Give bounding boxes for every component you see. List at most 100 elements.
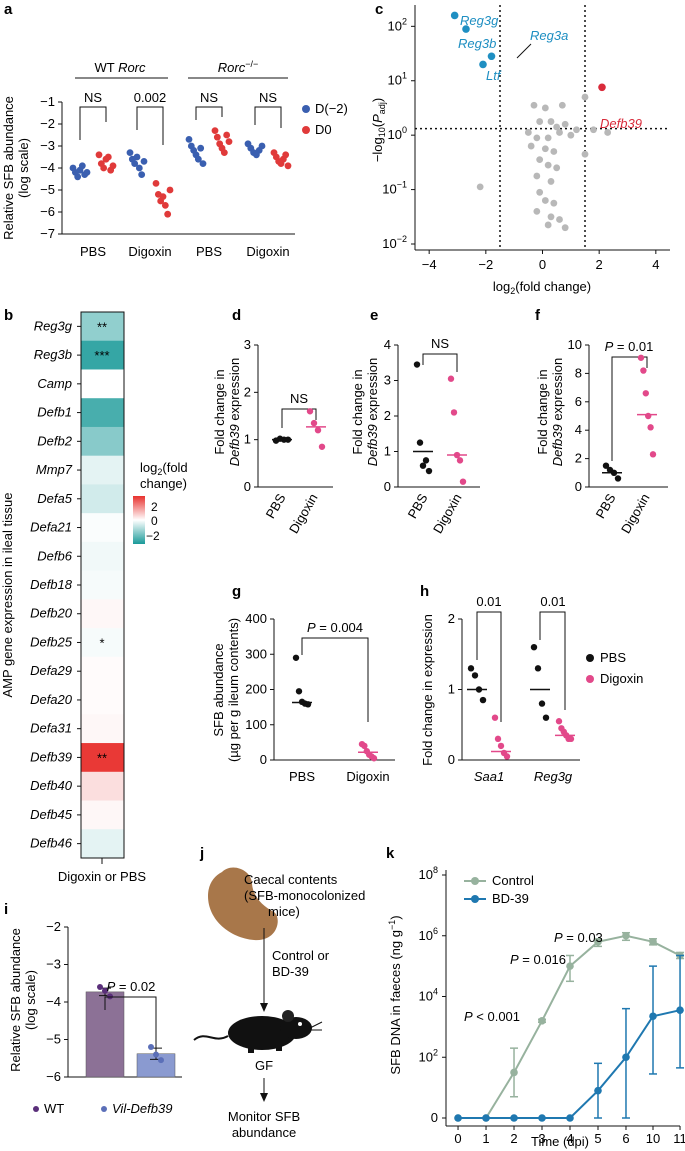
a-y-label-2: (log scale) bbox=[16, 138, 31, 198]
j-step1-line1: Caecal contents bbox=[244, 872, 338, 887]
a-sig-1: NS bbox=[84, 90, 102, 105]
h-y-tick-label: 1 bbox=[448, 682, 455, 697]
h-point bbox=[471, 672, 479, 679]
panel-k: 108 106 104 102 0 0 1 2 3 4 5 6 10 11 Time (dpi) SFB… bbox=[387, 865, 685, 1149]
k-x-ticks: 0 1 2 3 4 5 6 10 11 bbox=[454, 1126, 685, 1146]
a-legend-marker-2 bbox=[302, 126, 310, 134]
k-y-ticks: 108 106 104 102 0 bbox=[419, 865, 446, 1125]
k-x-label: Time (dpi) bbox=[531, 1134, 589, 1149]
h-point bbox=[567, 735, 575, 743]
k-y-label: SFB DNA in faeces (ng g−1) bbox=[387, 915, 403, 1074]
e-point bbox=[450, 409, 458, 416]
a-sig-4: NS bbox=[259, 90, 277, 105]
c-point bbox=[573, 126, 580, 134]
c-y-tick-label: 100 bbox=[388, 125, 407, 142]
a-point-d0 bbox=[152, 180, 160, 187]
e-y-tick-label: 4 bbox=[384, 337, 391, 352]
a-point-d-2 bbox=[258, 142, 266, 150]
h-y-tick-label: 2 bbox=[448, 611, 455, 626]
c-point bbox=[533, 134, 541, 142]
i-point bbox=[153, 1051, 159, 1058]
i-legend-marker-2 bbox=[101, 1106, 107, 1112]
c-point bbox=[476, 183, 484, 191]
e-y-tick-label: 3 bbox=[384, 373, 391, 388]
c-points bbox=[450, 11, 612, 232]
c-point bbox=[590, 126, 597, 134]
b-heat-cell-camp bbox=[81, 369, 124, 399]
k-legend-2: BD-39 bbox=[492, 891, 529, 906]
b-heat-cell-reg3g bbox=[81, 312, 124, 342]
a-sig-2: 0.002 bbox=[134, 90, 167, 105]
i-y-ticks: −2 −3 −4 −5 −6 bbox=[46, 919, 68, 1084]
a-point-d0 bbox=[100, 164, 108, 172]
g-x-tick-1: PBS bbox=[289, 769, 315, 784]
h-point bbox=[467, 665, 475, 672]
h-x-tick-1: Saa1 bbox=[474, 769, 504, 784]
b-row-label: Defa21 bbox=[30, 520, 72, 535]
c-y-tick-label: 101 bbox=[388, 71, 407, 88]
b-heat-cell-defa20 bbox=[81, 685, 124, 715]
a-point-d-2 bbox=[138, 171, 146, 179]
k-x-tick-label: 11 bbox=[673, 1131, 685, 1146]
panel-g: 400 300 200 100 0 SFB abundance (µg per g il… bbox=[211, 611, 395, 784]
d-y-tick-label: 1 bbox=[244, 432, 251, 447]
panel-label-e: e bbox=[370, 307, 378, 324]
panel-label-g: g bbox=[232, 583, 241, 600]
b-row-label: Defa29 bbox=[30, 663, 72, 678]
b-row-label: Defa31 bbox=[30, 721, 72, 736]
f-point bbox=[640, 367, 647, 374]
c-point bbox=[556, 129, 563, 136]
b-legend-title-2: change) bbox=[140, 476, 187, 491]
k-y-tick-label: 0 bbox=[431, 1110, 438, 1125]
a-point-d-2 bbox=[199, 160, 207, 168]
b-x-label: Digoxin or PBS bbox=[58, 869, 146, 884]
c-point-reg3g bbox=[450, 11, 459, 20]
d-point bbox=[306, 408, 314, 415]
g-point bbox=[361, 742, 368, 750]
b-sig-mark: *** bbox=[94, 348, 109, 363]
d-point bbox=[310, 419, 318, 427]
k-y-tick-label: 102 bbox=[419, 1047, 438, 1064]
f-y-tick-label: 2 bbox=[575, 451, 582, 466]
h-point bbox=[530, 644, 538, 651]
b-heat-cell-defa31 bbox=[81, 714, 124, 744]
k-line-bd-39 bbox=[458, 1009, 681, 1119]
c-x-tick-label: −2 bbox=[478, 257, 493, 272]
f-y-label-1: Fold change in bbox=[535, 369, 550, 454]
f-y-tick-label: 4 bbox=[575, 422, 582, 437]
c-point bbox=[541, 197, 549, 204]
i-point bbox=[148, 1044, 154, 1050]
f-point bbox=[642, 390, 649, 397]
a-point-d-2 bbox=[197, 144, 205, 152]
c-x-tick-label: 2 bbox=[596, 257, 603, 272]
a-point-d-2 bbox=[131, 160, 139, 168]
c-point bbox=[530, 101, 538, 109]
b-row-label: Defb45 bbox=[30, 807, 73, 822]
e-y-ticks: 4 3 2 1 0 bbox=[384, 337, 398, 494]
k-point-bd-39 bbox=[566, 1114, 574, 1122]
f-x-tick-1: PBS bbox=[593, 491, 619, 521]
k-y-tick-label: 106 bbox=[419, 926, 438, 943]
i-point bbox=[158, 1057, 164, 1064]
b-heat-cell-defa5 bbox=[81, 484, 124, 514]
panel-label-j: j bbox=[199, 845, 204, 862]
c-thresholds bbox=[415, 5, 670, 250]
a-point-d-2 bbox=[135, 164, 143, 172]
b-row-label: Reg3b bbox=[34, 347, 72, 362]
a-point-d0 bbox=[282, 151, 290, 159]
h-point bbox=[534, 665, 542, 672]
a-point-d0 bbox=[95, 151, 103, 159]
b-sig-mark: ** bbox=[97, 319, 107, 334]
panel-label-i: i bbox=[4, 901, 8, 918]
c-x-tick-label: 4 bbox=[652, 257, 659, 272]
f-y-tick-label: 6 bbox=[575, 394, 582, 409]
d-y-tick-label: 0 bbox=[244, 479, 251, 494]
f-point bbox=[649, 451, 657, 458]
c-point bbox=[550, 199, 558, 207]
c-x-ticks: −4 −2 0 2 4 bbox=[422, 250, 659, 272]
k-legend-marker-2 bbox=[471, 895, 479, 903]
e-y-tick-label: 0 bbox=[384, 479, 391, 494]
b-heat-cell-defb25 bbox=[81, 628, 124, 658]
b-legend-tick-3: −2 bbox=[146, 529, 160, 543]
c-point bbox=[556, 216, 563, 223]
